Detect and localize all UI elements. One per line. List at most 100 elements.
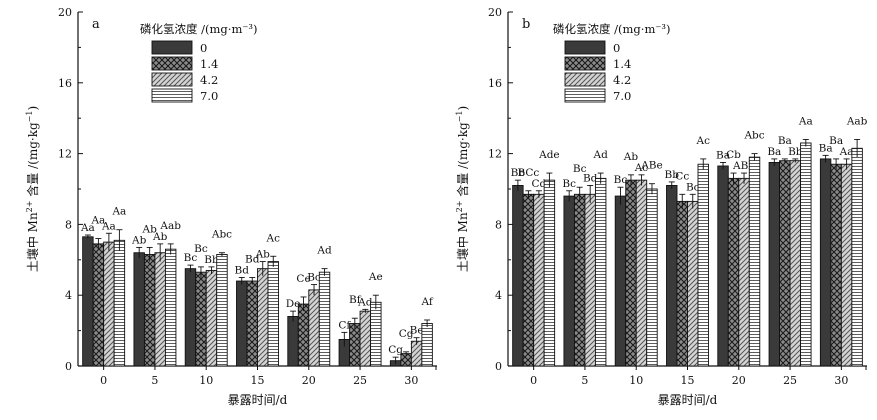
bar — [297, 303, 310, 367]
bar — [800, 142, 812, 367]
bar — [308, 289, 320, 367]
panel-letter: a — [92, 17, 100, 32]
x-tick-label: 20 — [302, 374, 316, 387]
significance-label: Ba — [778, 135, 792, 147]
legend-title: 磷化氢浓度 /(mg·m⁻³) — [553, 22, 671, 36]
panel-letter: b — [522, 17, 530, 32]
significance-label: BCc — [517, 167, 539, 179]
x-axis-title: 暴露时间/d — [658, 393, 718, 407]
significance-label: Be — [410, 325, 424, 337]
bar — [840, 163, 853, 367]
significance-label: Bc — [194, 243, 208, 255]
significance-label: Ac — [696, 135, 711, 147]
bar — [625, 179, 637, 367]
significance-label: Ab — [142, 223, 158, 235]
x-tick-label: 0 — [530, 374, 537, 387]
legend-swatch — [151, 88, 193, 103]
significance-label: Bd — [583, 172, 598, 184]
x-tick-label: 30 — [404, 374, 418, 387]
x-tick-label: 5 — [581, 374, 588, 387]
significance-label: Aa — [798, 115, 813, 127]
x-tick-label: 0 — [100, 374, 107, 387]
legend-label: 1.4 — [200, 57, 218, 71]
x-tick-label: 15 — [251, 374, 265, 387]
bar — [421, 323, 433, 367]
legend-swatch — [151, 40, 193, 55]
significance-label: Aab — [846, 115, 868, 127]
significance-label: Aa — [101, 220, 116, 232]
y-tick-label: 0 — [65, 360, 72, 373]
x-tick-label: 10 — [629, 374, 643, 387]
y-tick-label: 20 — [58, 6, 72, 19]
bar — [267, 261, 279, 367]
bar — [359, 310, 372, 367]
bar — [512, 185, 524, 367]
bar — [195, 271, 207, 367]
bar — [410, 340, 423, 367]
significance-label: Ac — [266, 232, 281, 244]
y-tick-label: 16 — [488, 77, 502, 90]
y-axis-title-part: 土壤中 Mn — [455, 212, 470, 272]
legend-label: 4.2 — [613, 73, 631, 87]
x-tick-label: 10 — [199, 374, 213, 387]
legend-swatch — [564, 72, 606, 87]
significance-label: Ad — [593, 149, 609, 161]
y-axis-title: 土壤中 Mn2+ 含量 /(mg·kg−1) — [25, 106, 40, 272]
significance-label: Ba — [716, 149, 730, 161]
significance-label: Aa — [90, 215, 105, 227]
y-tick-label: 16 — [58, 77, 72, 90]
significance-label: Ad — [357, 296, 373, 308]
y-axis-title-part: −1 — [25, 111, 34, 123]
legend-swatch — [564, 88, 606, 103]
bar — [103, 241, 115, 367]
bar — [318, 271, 331, 367]
bar — [400, 353, 412, 367]
y-axis-title-part: 含量 /(mg·kg — [25, 122, 40, 201]
x-tick-label: 20 — [732, 374, 746, 387]
bar — [113, 239, 126, 367]
y-tick-label: 12 — [488, 148, 502, 161]
x-tick-label: 25 — [783, 374, 797, 387]
bar — [717, 165, 729, 367]
significance-label: Bf — [349, 294, 362, 306]
y-axis-title: 土壤中 Mn2+ 含量 /(mg·kg−1) — [455, 106, 470, 272]
significance-label: Bc — [184, 252, 198, 264]
y-tick-label: 20 — [488, 6, 502, 19]
y-axis-title-part: 2+ — [25, 201, 34, 213]
bar — [563, 195, 575, 367]
bar — [82, 236, 94, 367]
legend-label: 0 — [200, 41, 207, 55]
significance-label: Ade — [538, 149, 560, 161]
significance-label: Cg — [399, 328, 414, 340]
bar — [830, 163, 842, 367]
bar — [789, 160, 802, 367]
significance-label: Bc — [686, 181, 700, 193]
significance-label: Ab — [152, 231, 168, 243]
bar — [184, 268, 197, 367]
significance-label: Aa — [839, 146, 854, 158]
legend-title: 磷化氢浓度 /(mg·m⁻³) — [140, 22, 258, 36]
significance-label: Bb — [204, 254, 219, 266]
bar — [133, 252, 145, 367]
bar — [164, 248, 177, 367]
significance-label: Aab — [159, 220, 181, 232]
significance-label: Bb — [788, 146, 803, 158]
bar — [666, 185, 678, 367]
bar — [676, 200, 688, 367]
significance-label: ABe — [640, 160, 663, 172]
bar — [143, 254, 156, 367]
bar — [257, 268, 269, 367]
bar — [246, 280, 258, 367]
y-axis-title-part: 2+ — [455, 201, 464, 213]
significance-label: Ac — [634, 162, 649, 174]
y-tick-label: 8 — [65, 218, 72, 231]
bar — [819, 158, 832, 367]
significance-label: Bc — [562, 178, 576, 190]
significance-label: Cd — [532, 178, 547, 190]
y-tick-label: 8 — [495, 218, 502, 231]
significance-label: Cf — [338, 319, 351, 331]
y-tick-label: 4 — [495, 289, 502, 302]
significance-label: Bd — [245, 254, 260, 266]
